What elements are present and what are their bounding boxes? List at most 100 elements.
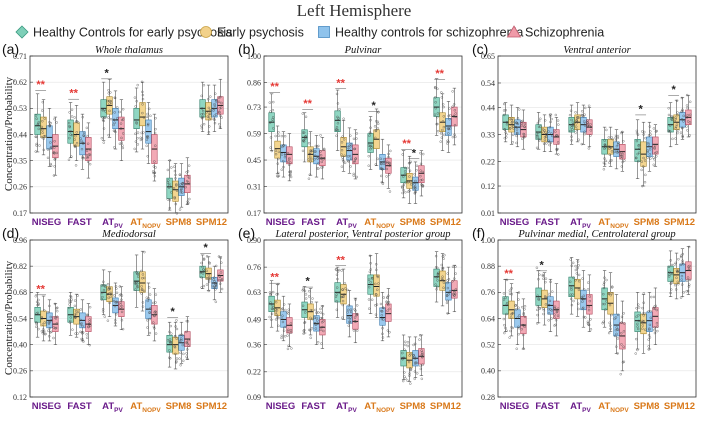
data-point (85, 333, 88, 336)
data-point (570, 288, 573, 291)
data-point (314, 327, 318, 330)
data-point (108, 109, 111, 113)
data-point (54, 326, 58, 330)
data-point (53, 316, 57, 319)
data-point (42, 148, 45, 152)
data-point (283, 135, 287, 138)
data-point (554, 319, 558, 322)
data-point (407, 190, 410, 193)
data-point (313, 154, 317, 157)
data-point (388, 307, 391, 311)
data-point (646, 150, 649, 154)
data-point (556, 134, 559, 137)
data-point (547, 130, 550, 133)
data-point (407, 360, 411, 364)
data-point (73, 138, 76, 141)
data-point (75, 141, 79, 145)
data-point (537, 125, 541, 129)
data-point (679, 254, 683, 257)
data-point (145, 115, 149, 119)
data-point (613, 334, 617, 338)
data-point (502, 298, 506, 301)
data-point (369, 281, 372, 284)
data-point (134, 140, 138, 143)
data-point (334, 128, 338, 132)
data-point (349, 145, 352, 148)
data-point (82, 156, 86, 160)
data-point (448, 117, 451, 121)
data-point (436, 279, 439, 282)
data-point (502, 113, 506, 117)
data-point (436, 266, 439, 270)
data-point (577, 307, 580, 311)
data-point (510, 326, 513, 329)
data-point (168, 338, 172, 341)
data-point (647, 333, 651, 337)
data-point (202, 123, 206, 126)
x-category-label: SPM8 (634, 401, 660, 412)
data-point (636, 133, 640, 136)
data-point (685, 93, 689, 97)
data-point (642, 301, 645, 304)
data-point (505, 302, 509, 305)
data-point (85, 336, 89, 339)
data-point (219, 282, 222, 285)
data-point (436, 115, 439, 119)
data-point (353, 320, 357, 323)
data-point (517, 333, 520, 336)
data-point (687, 245, 691, 249)
y-tick-label: 0.52 (481, 340, 495, 349)
data-point (340, 149, 344, 152)
data-point (350, 310, 353, 314)
data-point (380, 180, 384, 184)
data-point (674, 288, 678, 291)
data-point (505, 133, 508, 136)
data-point (517, 327, 521, 330)
data-point (502, 317, 506, 321)
data-point (147, 286, 151, 289)
data-point (511, 133, 515, 136)
data-point (676, 113, 679, 117)
data-point (275, 309, 279, 312)
data-point (642, 133, 645, 136)
data-point (217, 255, 221, 258)
category-name: FAST (67, 401, 91, 412)
y-tick-label: 0.44 (481, 103, 495, 112)
data-point (582, 120, 586, 123)
legend-label: Schizophrenia (525, 26, 604, 40)
data-point (301, 304, 305, 307)
data-point (289, 170, 292, 173)
data-point (510, 287, 513, 290)
data-point (538, 137, 541, 141)
data-point (340, 165, 344, 168)
data-point (453, 123, 457, 127)
data-point (586, 119, 589, 122)
data-point (646, 156, 649, 159)
data-point (53, 140, 56, 143)
data-point (101, 116, 104, 119)
data-point (581, 110, 584, 113)
data-point (403, 173, 407, 176)
data-point (419, 162, 423, 166)
data-point (310, 309, 314, 312)
data-point (284, 335, 287, 338)
data-point (287, 308, 290, 311)
data-point (369, 147, 372, 151)
data-point (511, 311, 515, 315)
data-point (503, 128, 507, 131)
data-point (174, 202, 178, 206)
data-point (669, 282, 673, 285)
data-point (86, 135, 89, 138)
data-point (148, 293, 152, 296)
data-point (376, 288, 379, 291)
data-point (676, 280, 679, 284)
data-point (173, 335, 177, 338)
data-point (289, 173, 292, 177)
data-point (441, 255, 445, 258)
data-point (55, 121, 58, 124)
data-point (521, 323, 525, 327)
data-point (140, 80, 144, 84)
data-point (120, 319, 124, 322)
data-point (52, 336, 55, 340)
data-point (301, 131, 305, 134)
